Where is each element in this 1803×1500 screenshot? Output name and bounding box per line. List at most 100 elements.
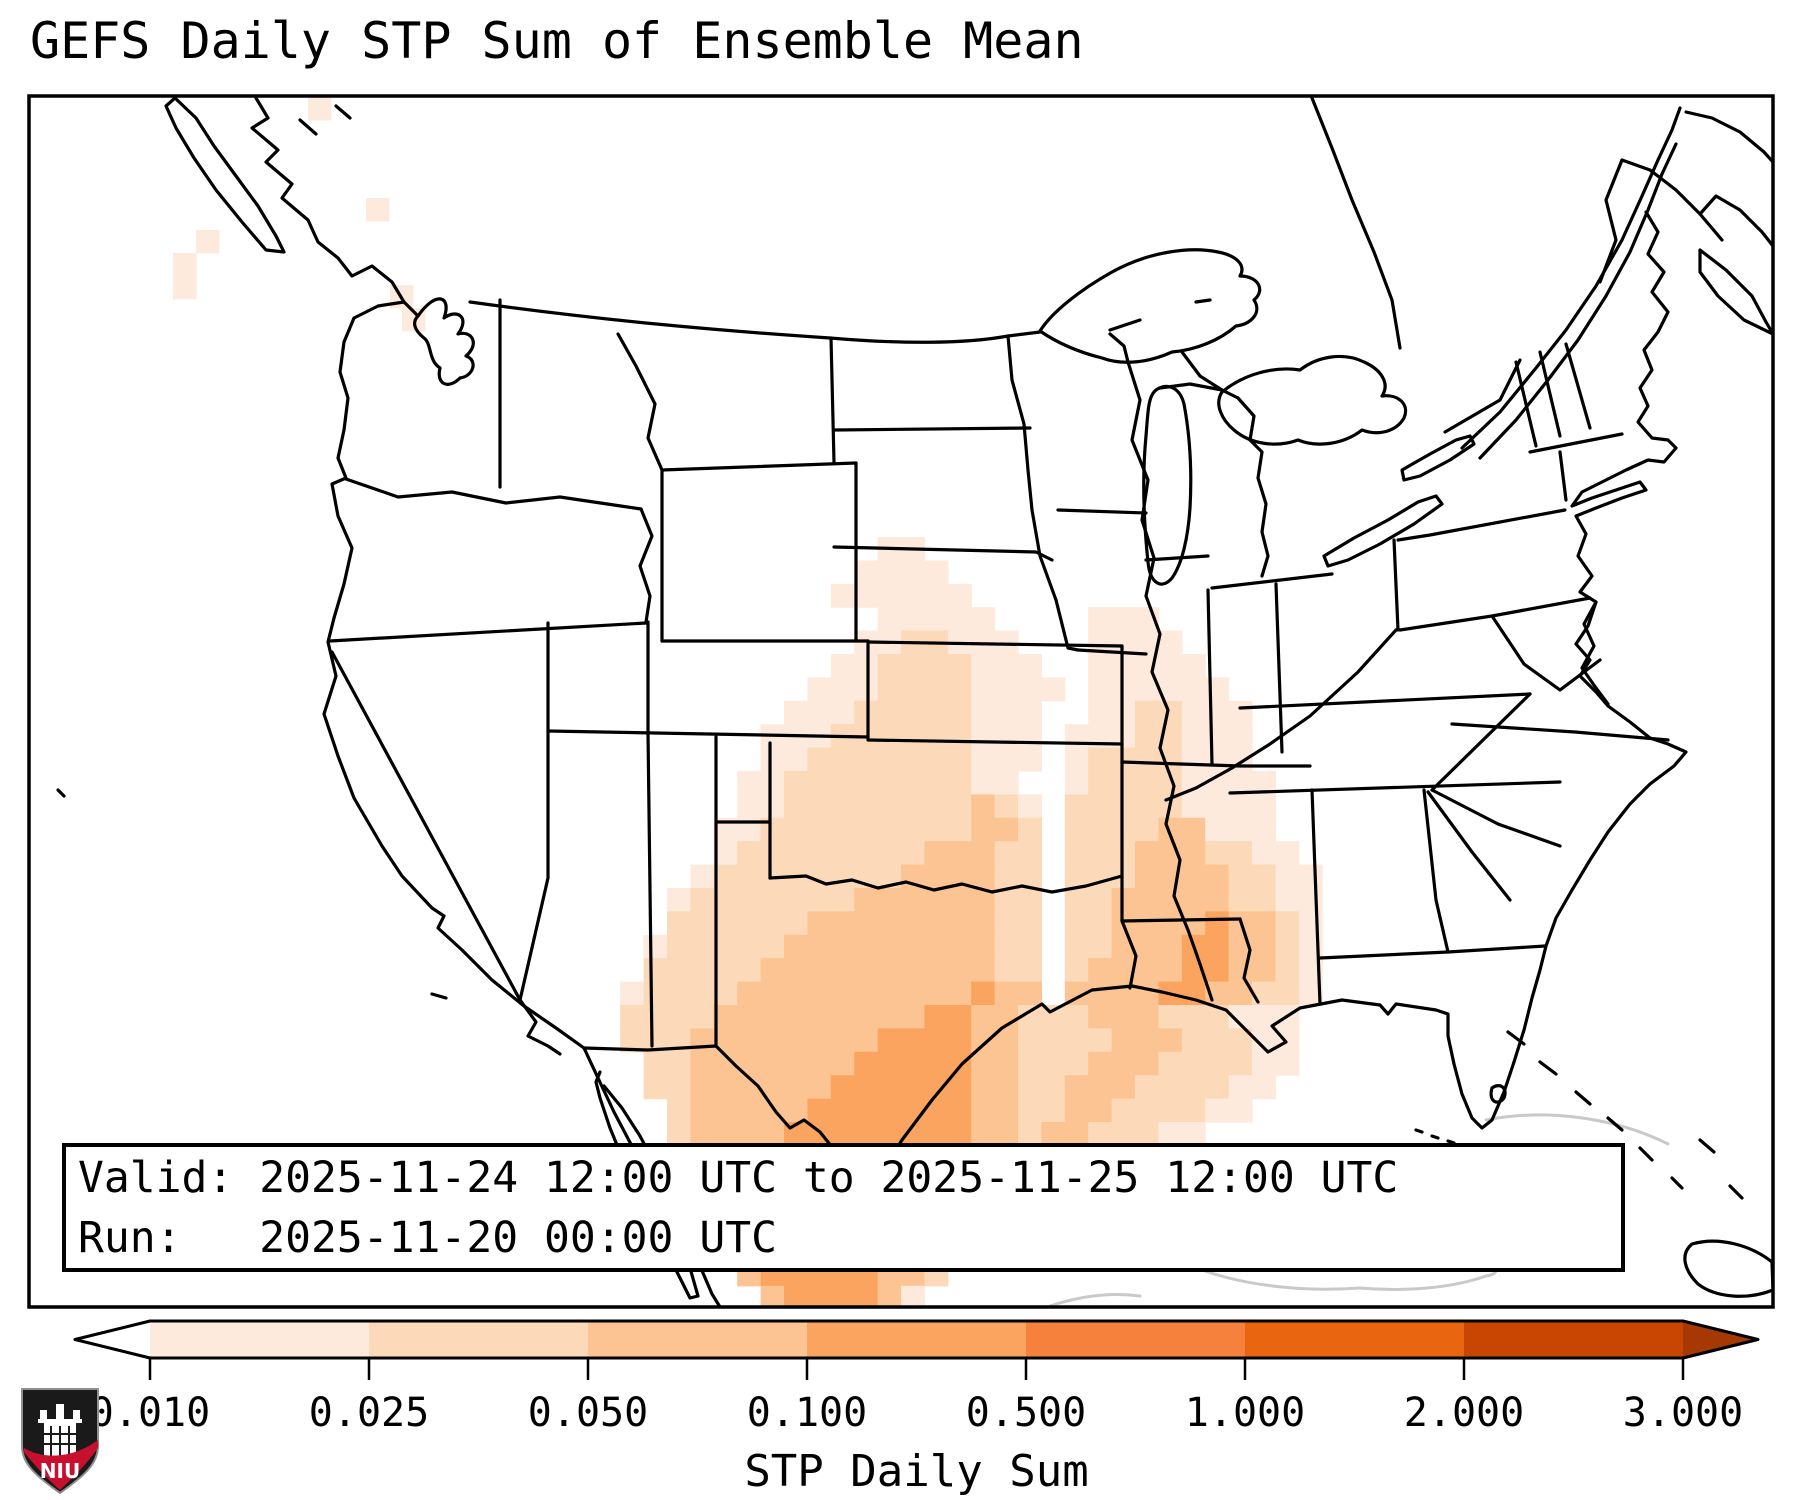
stp-cell (807, 1285, 832, 1307)
stp-cell (830, 1028, 855, 1053)
stp-cell (947, 981, 972, 1006)
stp-cell (713, 864, 738, 889)
stp-cell (807, 794, 832, 819)
stp-cell (971, 724, 996, 749)
stp-cell (924, 583, 949, 608)
stp-cell (901, 1098, 925, 1123)
stp-cell (971, 841, 996, 866)
stp-cell (1181, 794, 1206, 819)
stp-cell (1135, 934, 1159, 959)
stp-cell (737, 1005, 762, 1029)
stp-cell (784, 1075, 808, 1100)
stp-cell (971, 771, 996, 795)
stp-cell (971, 677, 996, 702)
stp-cell (1228, 841, 1253, 866)
stp-cell (830, 794, 855, 819)
stp-cell (947, 794, 972, 819)
gulf-atlantic-coast (866, 210, 1688, 1202)
stp-cell (830, 1005, 855, 1029)
stp-cell (1135, 911, 1159, 936)
stp-cell (1135, 747, 1159, 772)
stp-cell (971, 864, 996, 889)
stp-cell (901, 771, 925, 795)
stp-cell (784, 1005, 808, 1029)
stp-cell (947, 583, 972, 608)
stp-cell (1275, 841, 1300, 866)
stp-cell (1158, 1005, 1183, 1029)
stp-cell (1018, 1051, 1042, 1076)
stp-cell (1018, 888, 1042, 912)
stp-cell (901, 794, 925, 819)
stp-cell (1088, 981, 1113, 1006)
stp-cell (877, 607, 902, 632)
stp-cell (924, 911, 949, 936)
stp-cell (784, 934, 808, 959)
stp-cell (947, 1122, 972, 1146)
stp-cell (620, 981, 645, 1006)
stp-cell (901, 654, 925, 678)
stp-cell (1135, 1005, 1159, 1029)
stp-cell (737, 981, 762, 1006)
stp-cell (807, 747, 832, 772)
stp-cell (1181, 677, 1206, 702)
stp-cell (1111, 1098, 1136, 1123)
stp-cell (854, 888, 879, 912)
stp-cell (737, 1122, 762, 1146)
stp-cell (196, 230, 220, 254)
stp-cell (877, 911, 902, 936)
stp-cell (690, 934, 715, 959)
stp-cell (737, 841, 762, 866)
stp-cell (667, 981, 691, 1006)
stp-cell (784, 981, 808, 1006)
stp-cell (854, 1098, 879, 1123)
stp-cell (807, 1098, 832, 1123)
validity-box: Valid: 2025-11-24 12:00 UTC to 2025-11-2… (62, 1143, 1625, 1272)
colorbar-segment (1245, 1321, 1465, 1358)
stp-cell (1135, 841, 1159, 866)
stp-cell (1181, 841, 1206, 866)
stp-cell (971, 1028, 996, 1053)
map-frame (27, 94, 1775, 1309)
stp-cell (1088, 654, 1113, 678)
stp-cell (1018, 981, 1042, 1006)
stp-cell (690, 1098, 715, 1123)
stp-cell (1205, 1098, 1230, 1123)
stp-cell (1064, 1051, 1089, 1076)
stp-cell (901, 700, 925, 725)
stp-cell (947, 1028, 972, 1053)
stp-cell (643, 934, 668, 959)
stp-cell (713, 934, 738, 959)
stp-cell (667, 1098, 691, 1123)
stp-cell (877, 771, 902, 795)
colorbar-tick-label: 1.000 (1185, 1390, 1305, 1436)
stp-cell (1181, 888, 1206, 912)
stp-cell (1158, 1075, 1183, 1100)
stp-cell (1275, 888, 1300, 912)
stp-cell (1135, 1122, 1159, 1146)
stp-cell (173, 276, 197, 300)
stp-cell (854, 911, 879, 936)
stp-cell (830, 841, 855, 866)
stp-cell (1088, 934, 1113, 959)
stp-cell (1018, 958, 1042, 983)
stp-cell (947, 700, 972, 725)
stp-cell (1088, 1122, 1113, 1146)
stp-cell (994, 841, 1019, 866)
stp-cell (971, 1122, 996, 1146)
niu-red-band (24, 1440, 98, 1490)
stp-cell (924, 771, 949, 795)
stp-cell (924, 747, 949, 772)
stp-cell (760, 747, 785, 772)
stp-cell (1252, 841, 1276, 866)
stp-cell (877, 817, 902, 842)
stp-cell (1275, 864, 1300, 889)
stp-cell (760, 911, 785, 936)
stp-cell (877, 794, 902, 819)
stp-cell (947, 958, 972, 983)
stp-cell (1088, 888, 1113, 912)
stp-cell (1228, 794, 1253, 819)
stp-cell (620, 1005, 645, 1029)
stp-cell (643, 958, 668, 983)
stp-cell (924, 560, 949, 585)
